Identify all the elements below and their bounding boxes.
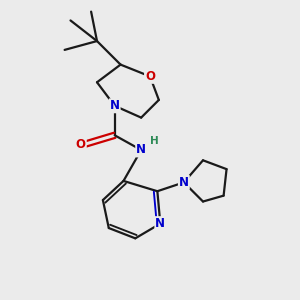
Text: O: O	[145, 70, 155, 83]
Text: N: N	[136, 143, 146, 157]
Text: N: N	[110, 99, 120, 112]
Text: N: N	[179, 176, 189, 189]
Text: O: O	[76, 138, 86, 151]
Text: N: N	[155, 217, 165, 230]
Text: H: H	[150, 136, 159, 146]
